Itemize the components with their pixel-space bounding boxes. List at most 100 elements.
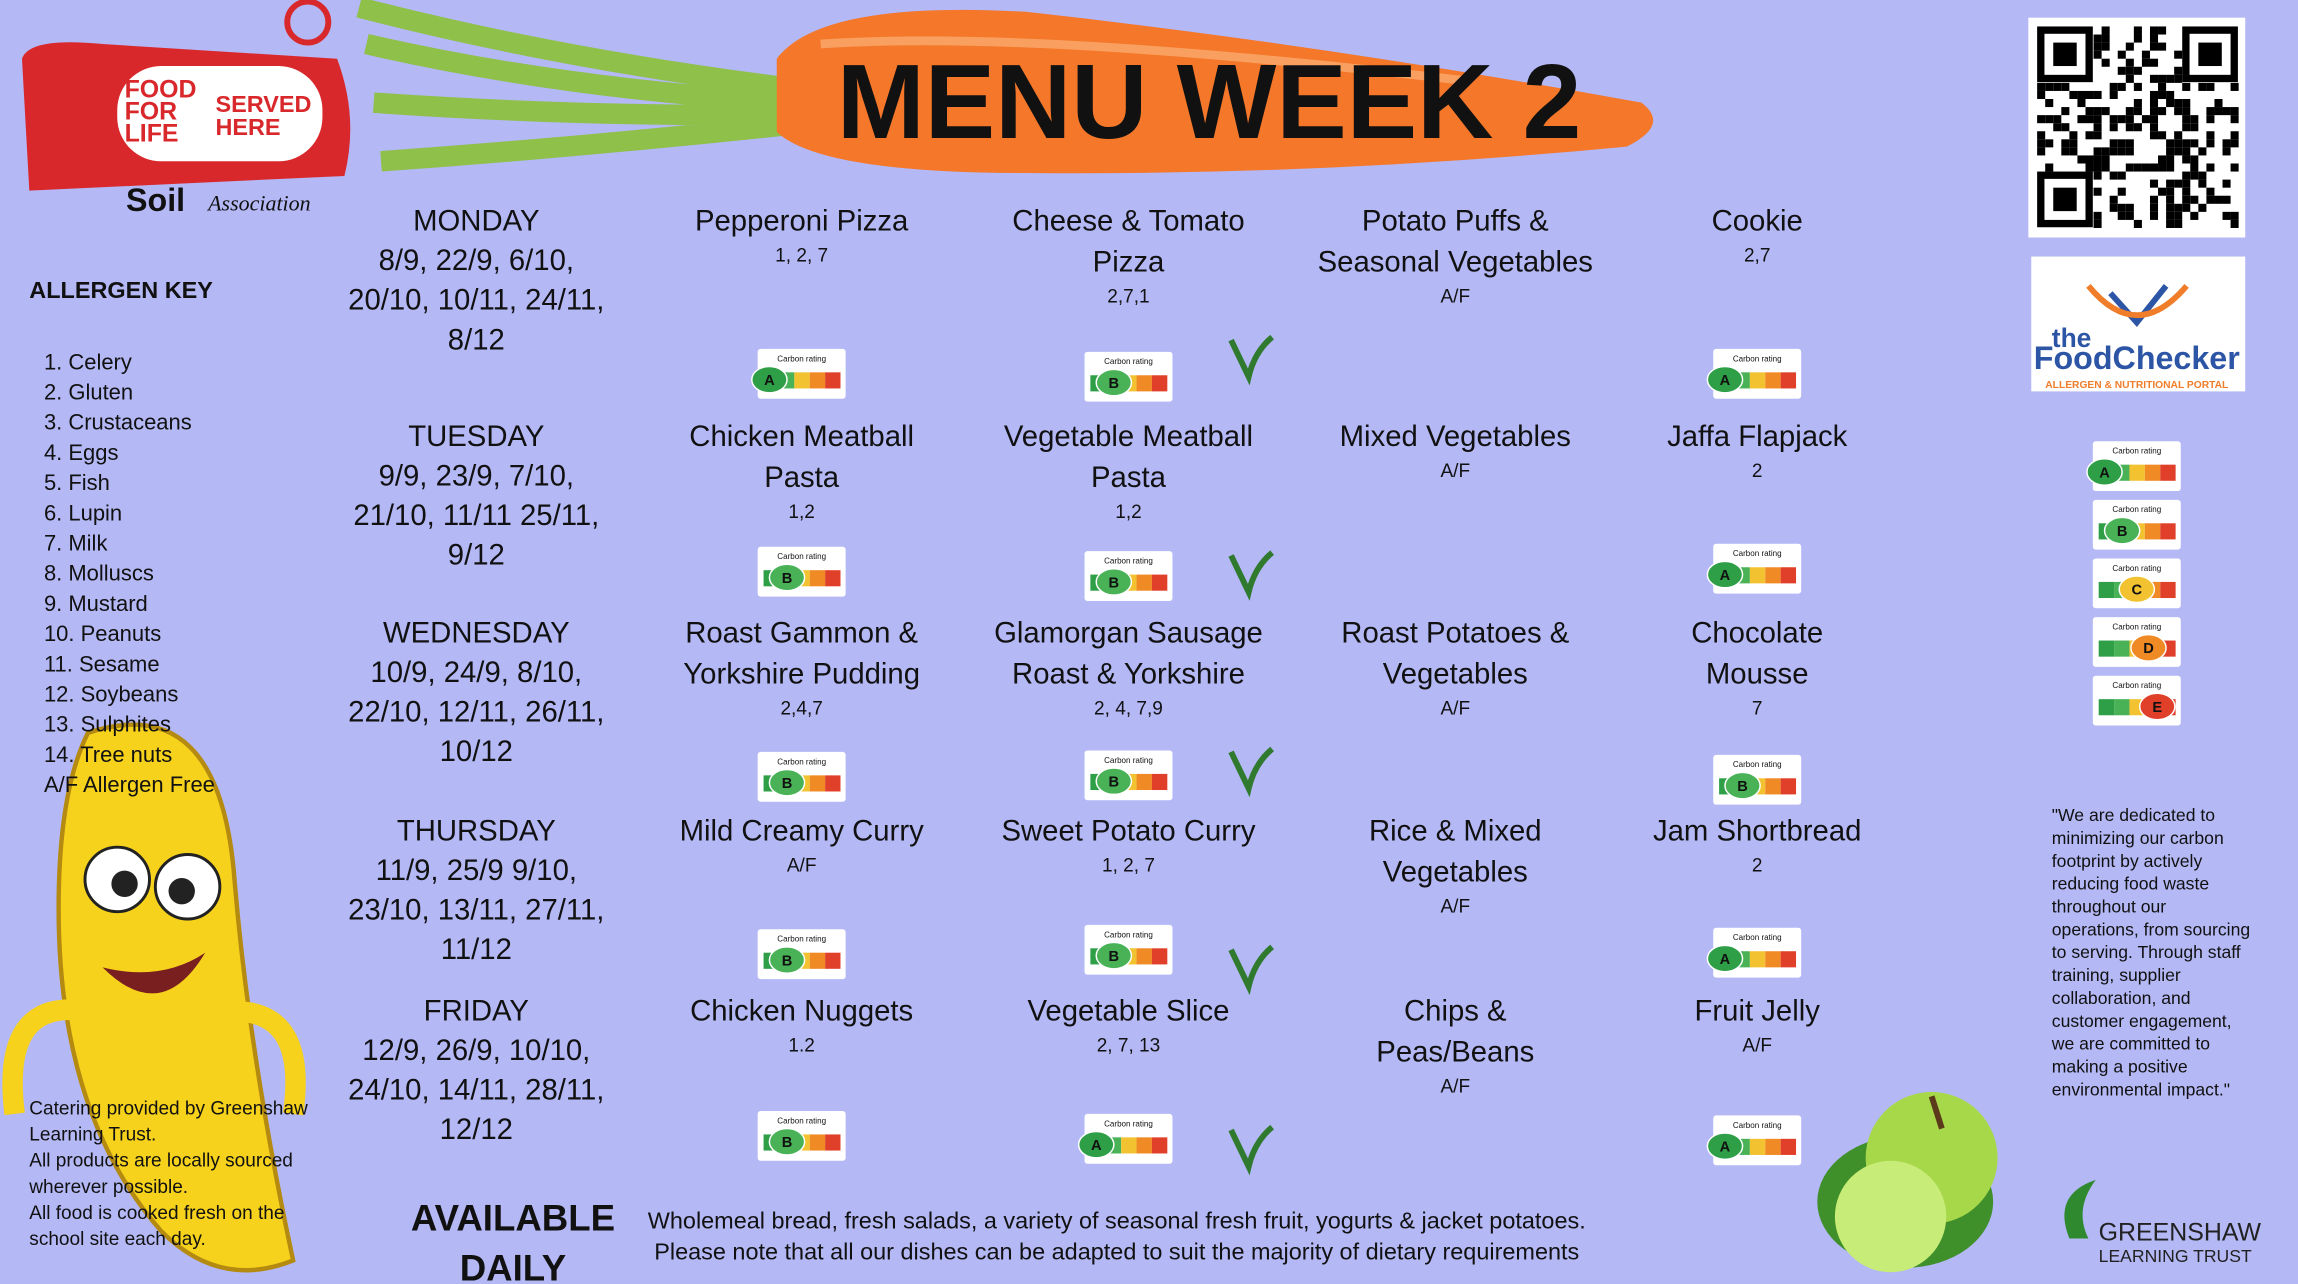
- food-checker-logo: [2031, 256, 2246, 392]
- quote-line: throughout our: [2052, 896, 2166, 916]
- qr-cell: [2230, 163, 2239, 172]
- dish-allergens: 1, 2, 7: [1102, 855, 1155, 876]
- qr-cell: [2077, 115, 2086, 124]
- badge-label: Carbon rating: [1733, 1121, 1782, 1130]
- badge-bar: [1151, 1137, 1168, 1154]
- qr-cell: [2206, 115, 2215, 124]
- badge-bar: [2144, 523, 2161, 540]
- qr-cell: [2166, 139, 2175, 148]
- qr-cell: [2198, 171, 2207, 180]
- qr-cell: [2061, 147, 2070, 156]
- qr-cell: [2101, 34, 2110, 43]
- quote-line: minimizing our carbon: [2052, 828, 2224, 848]
- badge-label: Carbon rating: [1733, 354, 1782, 363]
- qr-cell: [2158, 26, 2167, 35]
- quote-line: footprint by actively: [2052, 851, 2203, 871]
- qr-cell: [2085, 107, 2094, 116]
- qr-cell: [2174, 139, 2183, 148]
- qr-cell: [2158, 187, 2167, 196]
- carbon-badge: Carbon rating B: [757, 751, 846, 802]
- dish-allergens: 2, 4, 7,9: [1094, 698, 1163, 719]
- dish-allergens: A/F: [787, 855, 817, 876]
- logo-text: LIFE: [125, 119, 179, 147]
- dish-name: Peas/Beans: [1376, 1036, 1534, 1069]
- qr-cell: [2085, 131, 2094, 140]
- qr-cell: [2166, 219, 2175, 228]
- qr-cell: [2117, 50, 2126, 59]
- qr-cell: [2230, 115, 2239, 124]
- badge-label: Carbon rating: [777, 552, 826, 561]
- qr-cell: [2109, 82, 2118, 91]
- quote-line: collaboration, and: [2052, 988, 2191, 1008]
- qr-cell: [2149, 99, 2159, 108]
- qr-cell: [2182, 203, 2191, 212]
- qr-cell: [2198, 203, 2207, 212]
- qr-cell: [2206, 107, 2215, 116]
- badge-label: Carbon rating: [1104, 756, 1153, 765]
- qr-cell: [2109, 203, 2118, 212]
- day-dates: 20/10, 10/11, 24/11,: [348, 284, 604, 317]
- allergen-item: 8. Molluscs: [44, 561, 154, 586]
- qr-cell: [2166, 203, 2175, 212]
- vegetarian-mark: [1228, 550, 1275, 601]
- badge-bar: [1151, 574, 1168, 591]
- qr-cell: [2085, 155, 2094, 164]
- badge-cloud: [1706, 365, 1744, 394]
- qr-cell: [2190, 123, 2199, 132]
- day-dates: 8/12: [448, 323, 505, 356]
- badge-bar: [1765, 372, 1781, 389]
- quote-line: operations, from sourcing: [2052, 919, 2250, 939]
- logo-text: HERE: [215, 114, 280, 140]
- dish-allergens: 1,2: [1115, 502, 1141, 523]
- dish-name: Rice & Mixed: [1369, 814, 1542, 847]
- dish-allergens: A/F: [1742, 1036, 1772, 1057]
- qr-cell: [2182, 155, 2191, 164]
- badge-bar: [825, 952, 841, 969]
- qr-cell: [2093, 219, 2102, 228]
- carbon-badge: Carbon rating C: [2092, 558, 2181, 609]
- logo-text: Association: [206, 190, 311, 215]
- dish-name: Roast & Yorkshire: [1012, 657, 1245, 690]
- qr-cell: [2125, 58, 2134, 67]
- qr-cell: [2174, 107, 2183, 116]
- qr-cell: [2093, 171, 2102, 180]
- dish-name: Potato Puffs &: [1362, 205, 1549, 238]
- qr-cell: [2117, 211, 2126, 220]
- qr-cell: [2125, 74, 2134, 83]
- catering-line: school site each day.: [29, 1229, 205, 1250]
- qr-cell: [2166, 90, 2175, 100]
- badge-bar: [2160, 581, 2176, 599]
- qr-cell: [2149, 163, 2159, 172]
- available-text: Wholemeal bread, fresh salads, a variety…: [648, 1208, 1586, 1234]
- badge-bar: [1121, 1137, 1137, 1154]
- badge-label: Carbon rating: [1104, 557, 1153, 566]
- day-dates: 9/12: [448, 539, 505, 572]
- qr-cell: [2222, 211, 2231, 220]
- badge-bar: [1136, 773, 1152, 791]
- badge-bar: [1136, 1137, 1152, 1154]
- badge-label: Carbon rating: [777, 935, 826, 944]
- badge-bar: [1136, 948, 1152, 965]
- badge-cloud: [1724, 771, 1761, 800]
- qr-cell: [2230, 131, 2239, 140]
- qr-cell: [2174, 203, 2183, 212]
- badge-bar: [1151, 773, 1168, 791]
- qr-cell: [2093, 34, 2102, 43]
- qr-cell: [2133, 26, 2142, 35]
- carbon-badge: Carbon rating B: [757, 546, 846, 597]
- qr-cell: [2125, 211, 2134, 220]
- qr-cell: [2061, 107, 2070, 116]
- qr-cell: [2117, 187, 2126, 196]
- qr-cell: [2061, 123, 2070, 132]
- qr-cell: [2093, 131, 2102, 140]
- dish-name: Chips &: [1404, 995, 1507, 1028]
- qr-cell: [2093, 90, 2102, 100]
- dish-name: Vegetable Slice: [1027, 995, 1229, 1028]
- qr-cell: [2166, 163, 2175, 172]
- dish-name: Vegetables: [1383, 657, 1528, 690]
- qr-cell: [2174, 219, 2183, 228]
- dish-name: Mixed Vegetables: [1340, 420, 1571, 453]
- qr-finder: [2198, 42, 2222, 67]
- dish-allergens: 2, 7, 13: [1097, 1036, 1161, 1057]
